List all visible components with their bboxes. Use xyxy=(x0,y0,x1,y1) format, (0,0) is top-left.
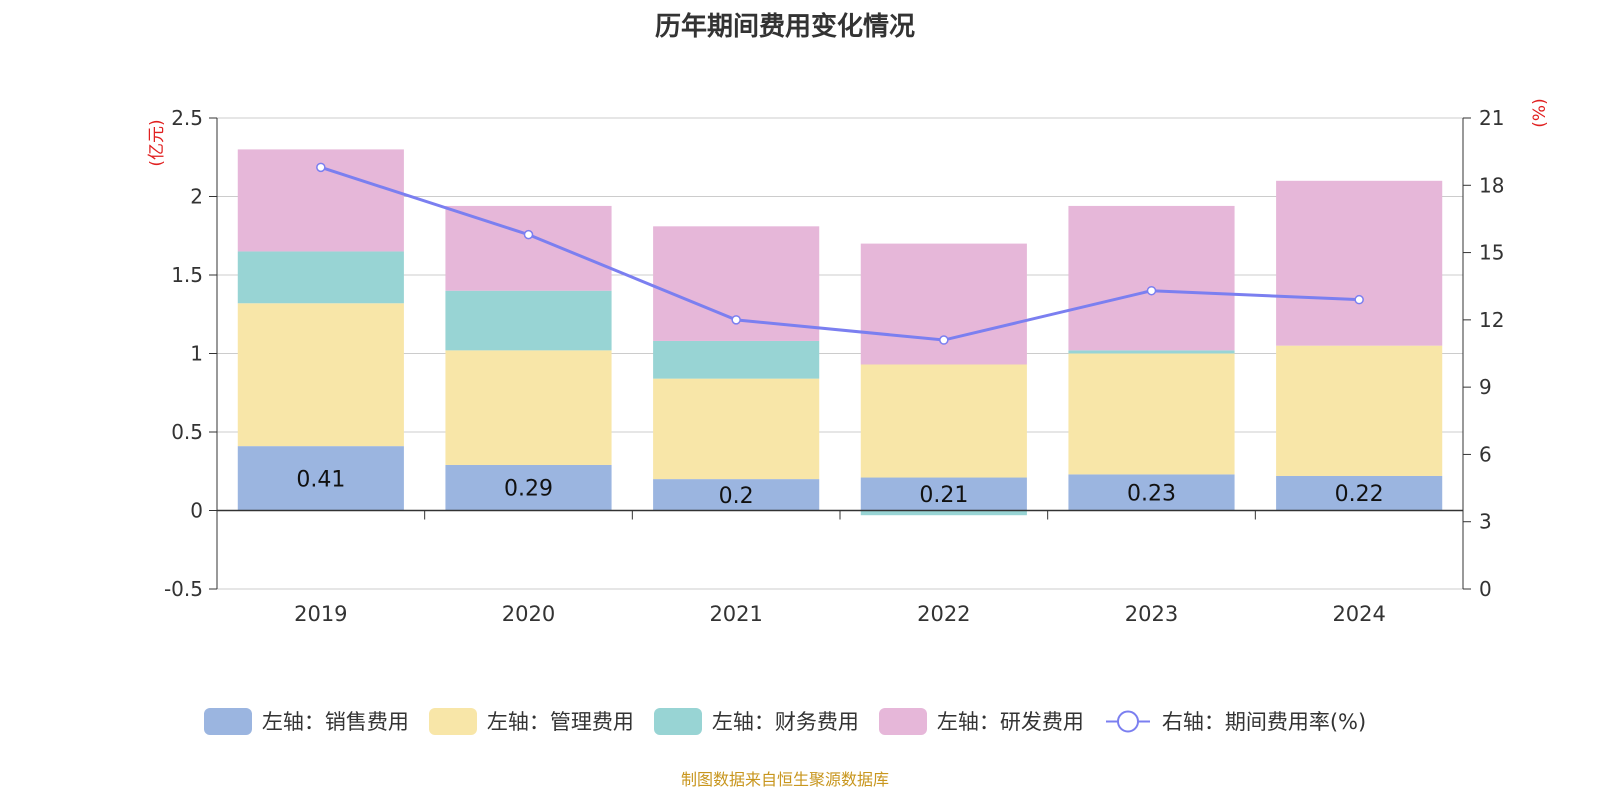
bar-segment xyxy=(237,303,404,447)
rate-point xyxy=(939,335,949,345)
chart-title: 历年期间费用变化情况 xyxy=(654,12,915,42)
bar-segment xyxy=(445,464,612,511)
legend-label: 左轴：销售费用 xyxy=(261,710,409,734)
rate-point xyxy=(1146,285,1157,296)
legend-item[interactable]: 左轴：管理费用 xyxy=(428,706,634,736)
data-label: 0.29 xyxy=(504,477,553,502)
left-tick-label: 1 xyxy=(190,342,203,366)
data-label: 0.21 xyxy=(919,483,968,508)
legend-item[interactable]: 左轴：销售费用 xyxy=(203,706,409,736)
legend-item[interactable]: 左轴：财务费用 xyxy=(653,706,859,736)
data-labels: 0.41 0.29 0.2 0.21 0.23 0.22 xyxy=(296,467,1383,508)
legend-label: 左轴：研发费用 xyxy=(936,710,1084,734)
rate-point xyxy=(1354,294,1364,305)
left-tick-label: -0.5 xyxy=(164,577,203,601)
bar-segment xyxy=(1068,350,1235,354)
legend-line-marker-icon xyxy=(1105,710,1150,732)
right-axis-unit: (%) xyxy=(1530,98,1550,127)
bar-segment xyxy=(1068,353,1235,475)
right-tick-label: 6 xyxy=(1479,442,1492,466)
bar-segment xyxy=(1276,345,1443,476)
bar-segment xyxy=(237,446,404,511)
legend-swatch xyxy=(878,707,927,735)
left-tick-label: 0 xyxy=(190,499,203,523)
right-tick-label: 3 xyxy=(1479,510,1492,534)
bar-segment xyxy=(445,290,612,351)
right-tick-label: 15 xyxy=(1479,241,1504,265)
bar-segment xyxy=(860,510,1027,516)
right-tick-label: 18 xyxy=(1479,173,1504,197)
legend-label: 左轴：管理费用 xyxy=(486,710,634,734)
grid-lines xyxy=(217,117,1463,590)
rate-point xyxy=(523,229,534,240)
bar-segment xyxy=(653,340,820,379)
rate-line xyxy=(316,162,1364,345)
bar-segment xyxy=(860,364,1027,478)
rate-point xyxy=(731,315,741,325)
left-tick-label: 0.5 xyxy=(171,420,203,444)
chart-plot: -0.5 0 0.5 1 1.5 2 2.5 0 3 6 9 12 15 18 21 (亿元) (%) 2019 2… xyxy=(147,98,1550,626)
bar-segment xyxy=(1068,474,1235,511)
legend-swatch xyxy=(203,707,252,735)
bar-segment xyxy=(860,477,1027,511)
bar-segment xyxy=(653,378,820,480)
right-tick-label: 9 xyxy=(1479,375,1492,399)
axes: -0.5 0 0.5 1 1.5 2 2.5 0 3 6 9 12 15 18 21 (亿元) (%) 2019 2… xyxy=(147,98,1550,626)
bars xyxy=(237,149,1443,516)
data-label: 0.41 xyxy=(296,467,345,492)
bar-segment xyxy=(1276,475,1443,511)
right-tick-label: 12 xyxy=(1479,308,1504,332)
legend-label: 右轴：期间费用率(%) xyxy=(1161,710,1367,734)
bar-segment xyxy=(445,205,612,291)
data-label: 0.2 xyxy=(719,484,754,509)
x-tick-label: 2023 xyxy=(1125,602,1178,626)
bar-segment xyxy=(445,350,612,465)
x-tick-label: 2022 xyxy=(917,602,970,626)
rate-point xyxy=(316,162,326,173)
legend-swatch xyxy=(653,707,702,735)
bar-segment xyxy=(237,251,404,304)
x-tick-label: 2021 xyxy=(709,602,762,626)
left-axis-unit: (亿元) xyxy=(147,119,167,166)
left-tick-label: 1.5 xyxy=(171,263,203,287)
legend-item[interactable]: 右轴：期间费用率(%) xyxy=(1104,706,1366,736)
legend-label: 左轴：财务费用 xyxy=(711,710,859,734)
source-note: 制图数据来自恒生聚源数据库 xyxy=(680,770,889,789)
left-tick-label: 2 xyxy=(190,185,203,209)
legend: 左轴：销售费用 左轴：管理费用 左轴：财务费用 左轴：研发费用 右轴：期间费用率(%) xyxy=(0,706,1570,736)
x-tick-label: 2019 xyxy=(294,602,347,626)
bar-segment xyxy=(653,479,820,511)
x-tick-label: 2024 xyxy=(1332,602,1385,626)
data-label: 0.22 xyxy=(1335,482,1384,507)
left-tick-label: 2.5 xyxy=(171,106,203,130)
legend-item[interactable]: 左轴：研发费用 xyxy=(878,706,1084,736)
legend-swatch xyxy=(428,707,477,735)
data-label: 0.23 xyxy=(1127,481,1176,506)
bar-segment xyxy=(1276,180,1443,346)
bar-segment xyxy=(1068,205,1235,351)
bar-segment xyxy=(860,243,1027,365)
rate-line-path xyxy=(320,165,1360,342)
x-tick-label: 2020 xyxy=(502,602,555,626)
right-tick-label: 0 xyxy=(1479,577,1492,601)
right-tick-label: 21 xyxy=(1479,106,1504,130)
